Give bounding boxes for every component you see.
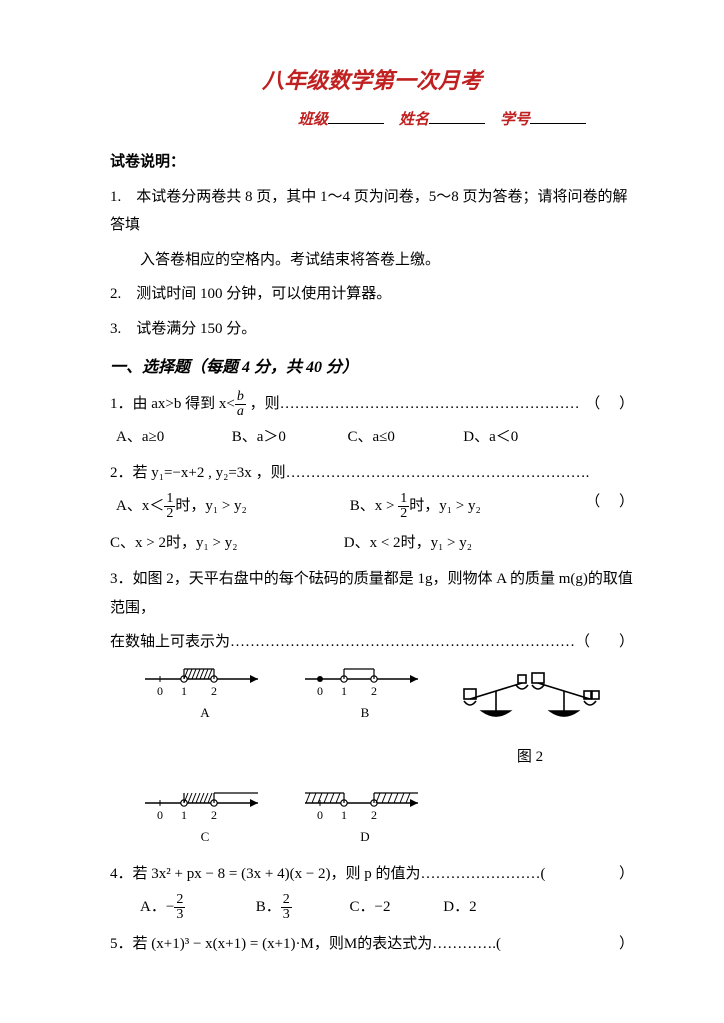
question-3-line1: 3．如图 2，天平右盘中的每个砝码的质量都是 1g，则物体 A 的质量 m(g)…: [110, 565, 634, 622]
instruction-2: 2. 测试时间 100 分钟，可以使用计算器。: [110, 280, 634, 309]
fraction-1-2-b: 12: [398, 492, 409, 521]
numline-b-svg: 0 1 2: [300, 665, 430, 699]
q2-stem: 2．若 y₁=−x+2 , y₂=3x: [110, 465, 256, 481]
svg-text:1: 1: [181, 808, 187, 822]
q4-opt-c[interactable]: C．−2: [350, 893, 440, 922]
q4-answer-paren[interactable]: ）: [600, 860, 634, 889]
q1-stem-a: 1．由 ax>b 得到 x<: [110, 396, 235, 412]
q1-opt-d[interactable]: D、a＜0: [463, 423, 575, 452]
q1-dots: ，则……………………………………………………: [250, 396, 580, 412]
q1-options: A、a≥0 B、a＞0 C、a≤0 D、a＜0: [116, 423, 634, 452]
balance-figure: 图 2: [460, 661, 600, 772]
student-info-row: 班级 姓名 学号: [250, 106, 634, 135]
numline-d: 0 1 2 D: [300, 789, 430, 850]
id-blank[interactable]: [530, 108, 586, 124]
q4-opt-a[interactable]: A．−23: [140, 893, 252, 922]
q2-options-row1: A、x＜12时，y₁ > y₂ B、x > 12时，y₁ > y₂: [116, 492, 634, 521]
numline-b: 0 1 2 B: [300, 665, 430, 726]
q5-expr: (x+1)³ − x(x+1) = (x+1)·M: [151, 936, 314, 952]
id-label: 学号: [500, 112, 530, 128]
svg-text:2: 2: [371, 808, 377, 822]
name-label: 姓名: [399, 112, 429, 128]
question-4: 4．若 3x² + px − 8 = (3x + 4)(x − 2)，则 p 的…: [110, 860, 634, 889]
q1-opt-b[interactable]: B、a＞0: [232, 423, 344, 452]
q2-opt-a[interactable]: A、x＜12时，y₁ > y₂: [116, 492, 346, 521]
q2-answer-paren[interactable]: （ ）: [585, 488, 634, 517]
svg-text:1: 1: [341, 684, 347, 698]
q2-opt-c[interactable]: C、x > 2时，y₁ > y₂: [110, 529, 340, 558]
exam-page: 八年级数学第一次月考 班级 姓名 学号 试卷说明： 1. 本试卷分两卷共 8 页…: [0, 0, 724, 1002]
q2-opt-b[interactable]: B、x > 12时，y₁ > y₂: [350, 492, 580, 521]
q5-answer-paren[interactable]: ）: [600, 930, 634, 959]
section-1-title: 一、选择题（每题 4 分，共 40 分）: [110, 353, 634, 383]
svg-text:1: 1: [341, 808, 347, 822]
instruction-1b: 入答卷相应的空格内。考试结束将答卷上缴。: [110, 246, 634, 275]
fraction-1-2-a: 12: [164, 492, 175, 521]
q3-answer-paren[interactable]: ）: [600, 628, 634, 657]
class-label: 班级: [298, 112, 328, 128]
balance-svg: [460, 661, 600, 743]
q1-opt-c[interactable]: C、a≤0: [348, 423, 460, 452]
svg-text:0: 0: [317, 808, 323, 822]
numline-a-svg: 0 1 2: [140, 665, 270, 699]
q2-options-row2: C、x > 2时，y₁ > y₂ D、x < 2时，y₁ > y₂: [110, 529, 634, 558]
q1-opt-a[interactable]: A、a≥0: [116, 423, 228, 452]
q4-opt-b[interactable]: B．23: [256, 893, 346, 922]
q4-opt-d[interactable]: D．2: [443, 893, 523, 922]
q4-options: A．−23 B．23 C．−2 D．2: [140, 893, 634, 922]
numline-a: 0 1 2 A: [140, 665, 270, 726]
fraction-b-over-a: ba: [235, 390, 246, 419]
question-1: 1．由 ax>b 得到 x<ba ，则…………………………………………………… …: [110, 390, 634, 419]
svg-text:0: 0: [317, 684, 323, 698]
question-2: 2．若 y₁=−x+2 , y₂=3x ，则…………………………………………………: [110, 459, 634, 488]
numline-d-svg: 0 1 2: [300, 789, 430, 823]
numline-c: 0 1 2 C: [140, 789, 270, 850]
svg-text:2: 2: [371, 684, 377, 698]
q2-opt-d[interactable]: D、x < 2时，y₁ > y₂: [344, 529, 574, 558]
numline-c-svg: 0 1 2: [140, 789, 270, 823]
instruction-1a: 1. 本试卷分两卷共 8 页，其中 1～4 页为问卷，5～8 页为答卷；请将问卷…: [110, 183, 634, 240]
exam-title: 八年级数学第一次月考: [110, 60, 634, 102]
q4-expr: 3x² + px − 8 = (3x + 4)(x − 2): [151, 866, 330, 882]
name-blank[interactable]: [429, 108, 485, 124]
svg-text:0: 0: [157, 684, 163, 698]
svg-text:2: 2: [211, 684, 217, 698]
class-blank[interactable]: [328, 108, 384, 124]
question-3-line2: 在数轴上可表示为……………………………………………………………（ ）: [110, 628, 634, 657]
q1-answer-paren[interactable]: （ ）: [585, 390, 634, 419]
svg-text:0: 0: [157, 808, 163, 822]
q3-figures: 0 1 2 A 0 1 2 B: [140, 665, 634, 850]
q2-dots: ，则…………………………………………………….: [256, 465, 590, 481]
instructions-head: 试卷说明：: [110, 148, 634, 177]
svg-text:2: 2: [211, 808, 217, 822]
instruction-3: 3. 试卷满分 150 分。: [110, 315, 634, 344]
question-5: 5．若 (x+1)³ − x(x+1) = (x+1)·M，则M的表达式为…………: [110, 930, 634, 959]
svg-text:1: 1: [181, 684, 187, 698]
